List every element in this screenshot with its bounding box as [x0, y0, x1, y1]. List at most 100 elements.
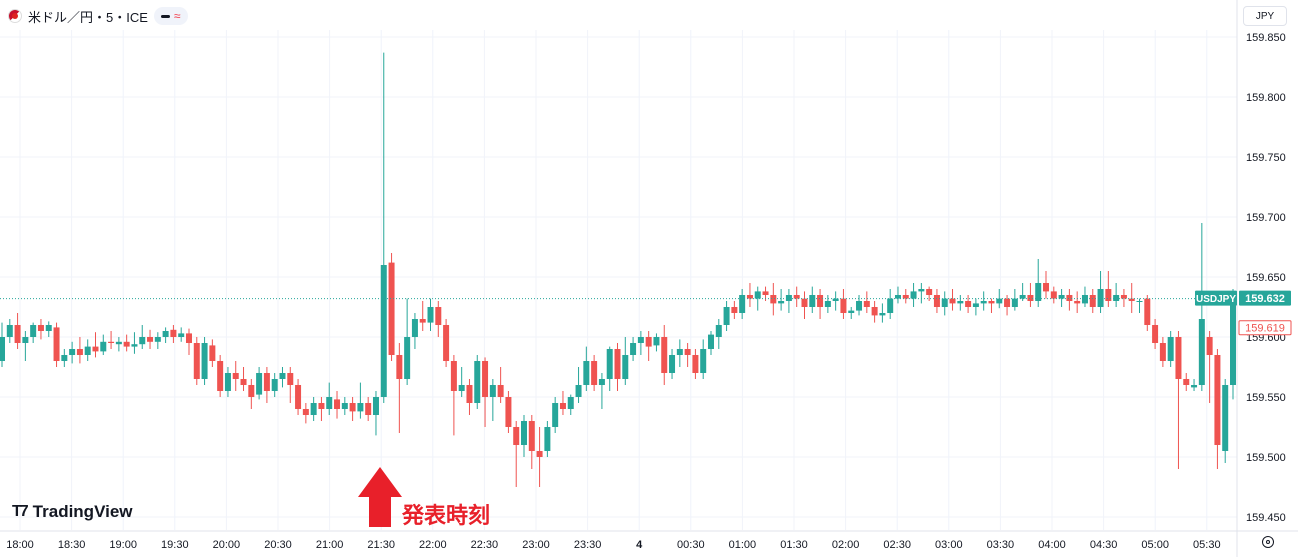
- tradingview-logo[interactable]: T7 TradingView: [12, 502, 133, 522]
- candle-body: [559, 403, 566, 409]
- candle-body: [1050, 291, 1057, 299]
- x-tick-label: 05:30: [1193, 539, 1221, 551]
- x-tick-label: 20:00: [213, 539, 241, 551]
- y-tick-label: 159.550: [1246, 392, 1286, 404]
- candle-body: [801, 298, 808, 307]
- candle-body: [419, 319, 426, 323]
- x-tick-label: 03:00: [935, 539, 963, 551]
- candle-body: [879, 313, 886, 316]
- candle-body: [1113, 295, 1120, 301]
- candle-body: [575, 385, 582, 397]
- candle-body: [482, 361, 489, 397]
- candle-body: [1159, 343, 1166, 361]
- x-tick-label: 22:00: [419, 539, 447, 551]
- candle-body: [778, 301, 785, 304]
- candle-body: [1027, 295, 1034, 301]
- candle-body: [147, 337, 154, 342]
- candle-body: [357, 403, 364, 412]
- candle-body: [996, 298, 1003, 304]
- candle-body: [349, 403, 356, 412]
- candle-body: [310, 403, 317, 415]
- candle-body: [279, 373, 286, 379]
- tradingview-logo-icon: T7: [12, 503, 29, 520]
- chart-header: 米ドル／円・5・ICE ≈: [8, 6, 188, 26]
- candle-body: [0, 337, 5, 361]
- candle-body: [521, 421, 528, 445]
- candle-body: [840, 298, 847, 313]
- candle-body: [669, 355, 676, 373]
- candle-body: [256, 373, 263, 395]
- y-tick-label: 159.650: [1246, 272, 1286, 284]
- candle-body: [201, 343, 208, 379]
- candle-body: [69, 349, 76, 355]
- candle-body: [1175, 337, 1182, 379]
- candle-body: [653, 337, 660, 346]
- candle-body: [427, 307, 434, 323]
- candle-body: [1105, 289, 1112, 301]
- candle-body: [1214, 355, 1221, 445]
- candle-body: [162, 331, 169, 337]
- candle-body: [1097, 289, 1104, 307]
- candle-body: [715, 325, 722, 337]
- candle-body: [248, 385, 255, 397]
- candle-body: [497, 385, 504, 397]
- candle-body: [232, 373, 239, 379]
- candle-body: [988, 301, 995, 304]
- candle-body: [209, 345, 216, 361]
- x-tick-label: 00:30: [677, 539, 705, 551]
- y-tick-label: 159.850: [1246, 32, 1286, 44]
- candle-body: [676, 349, 683, 355]
- x-tick-label: 20:30: [264, 539, 292, 551]
- settings-gear-icon[interactable]: [1262, 536, 1274, 548]
- candle-body: [178, 333, 185, 337]
- candle-body: [598, 379, 605, 385]
- candle-body: [926, 289, 933, 295]
- candle-body: [832, 298, 839, 301]
- candle-body: [380, 265, 387, 397]
- candle-body: [1004, 298, 1011, 307]
- candle-body: [1081, 295, 1088, 304]
- candle-body: [108, 341, 115, 343]
- candle-body: [746, 295, 753, 299]
- candle-body: [567, 397, 574, 409]
- x-tick-label: 05:00: [1141, 539, 1169, 551]
- candle-body: [458, 385, 465, 391]
- candle-body: [614, 349, 621, 379]
- symbol-title[interactable]: 米ドル／円・5・ICE: [28, 9, 148, 25]
- candle-body: [6, 325, 13, 337]
- candle-body: [388, 262, 395, 355]
- candle-body: [1019, 295, 1026, 299]
- currency-button[interactable]: JPY: [1243, 6, 1287, 26]
- candle-body: [591, 361, 598, 385]
- candle-body: [1206, 337, 1213, 355]
- candle-body: [365, 403, 372, 415]
- candle-body: [770, 295, 777, 304]
- y-tick-label: 159.450: [1246, 512, 1286, 524]
- candle-body: [513, 427, 520, 445]
- candle-body: [739, 295, 746, 313]
- candle-body: [224, 373, 231, 391]
- candle-body: [45, 325, 52, 331]
- candle-body: [856, 301, 863, 311]
- candle-body: [1058, 295, 1065, 299]
- x-tick-label: 23:30: [574, 539, 602, 551]
- candle-body: [466, 385, 473, 403]
- x-tick-label: 21:00: [316, 539, 344, 551]
- candle-body: [871, 307, 878, 316]
- candle-body: [30, 325, 37, 337]
- candle-body: [606, 349, 613, 379]
- candle-body: [809, 295, 816, 307]
- candle-body: [552, 403, 559, 427]
- candle-body: [100, 341, 107, 352]
- candle-body: [754, 291, 761, 299]
- x-tick-label: 04:00: [1038, 539, 1066, 551]
- wave-icon: ≈: [173, 9, 181, 23]
- candle-body: [1035, 283, 1042, 301]
- candle-body: [933, 295, 940, 307]
- candle-body: [1230, 298, 1236, 385]
- candle-body: [505, 397, 512, 427]
- candle-body: [1198, 319, 1205, 385]
- candle-body: [887, 298, 894, 313]
- market-status-pill[interactable]: ≈: [153, 7, 188, 25]
